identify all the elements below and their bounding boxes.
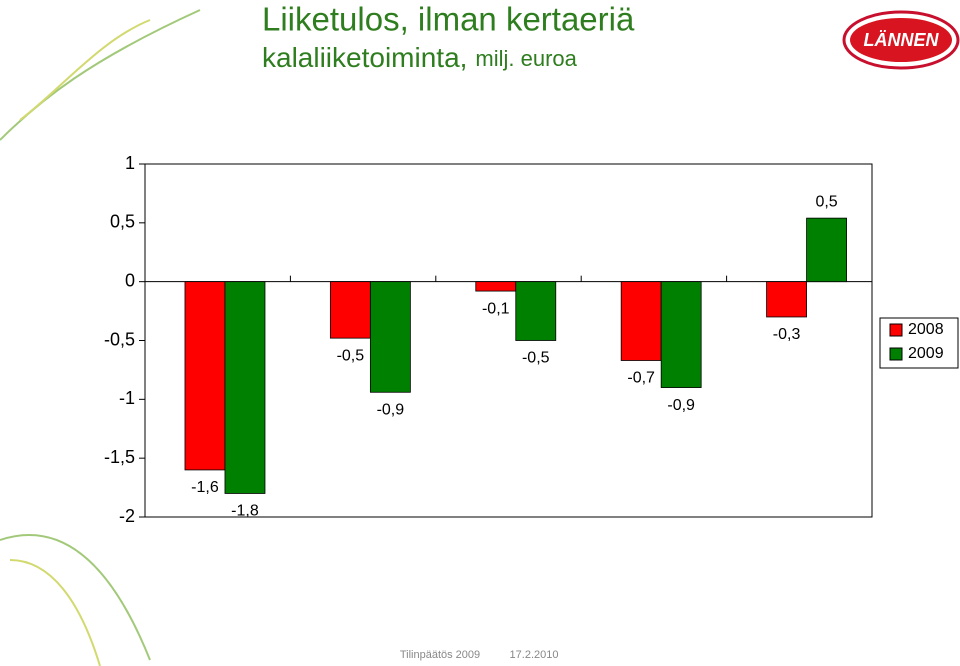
legend-label: 2008 [908,321,944,338]
chart-title: Liiketulos, ilman kertaeriä [262,1,635,38]
data-label: -0,9 [377,401,405,418]
bar [620,281,662,361]
bar [329,281,371,339]
data-label: -1,6 [191,479,219,496]
unit: milj. euroa [475,46,577,71]
chart-subtitle: kalaliiketoiminta, milj. euroa [262,42,578,73]
legend-label: 2009 [908,345,944,362]
footer: 17.2.2010 [510,649,559,661]
data-label: 0,5 [815,193,837,210]
y-tick-label: -1 [119,388,135,408]
y-tick-label: 0 [125,270,135,290]
subtitle: kalaliiketoiminta, [262,42,467,73]
logo-text: LÄNNEN [864,30,940,50]
data-label: -0,9 [667,397,695,414]
data-label: -1,8 [231,503,259,520]
bar [184,281,226,471]
bar [475,281,517,292]
bar [515,281,557,341]
bar [806,217,847,283]
data-label: -0,1 [482,300,510,317]
y-tick-label: -0,5 [104,329,135,349]
logo: LÄNNEN [842,10,960,70]
decoration [0,9,201,666]
data-label: -0,5 [522,350,550,367]
y-tick-label: -2 [119,506,135,526]
y-tick-label: 0,5 [110,212,135,232]
y-tick-label: 1 [125,153,135,173]
data-label: -0,7 [627,370,655,387]
legend-swatch [889,347,903,361]
data-label: -0,5 [337,347,365,364]
legend-swatch [889,323,903,337]
y-tick-label: -1,5 [104,447,135,467]
bar [369,281,411,393]
bar [660,281,702,388]
data-label: -0,3 [773,326,801,343]
bar [766,281,807,318]
footer: Tilinpäätös 2009 [400,649,480,661]
bar [224,281,266,494]
